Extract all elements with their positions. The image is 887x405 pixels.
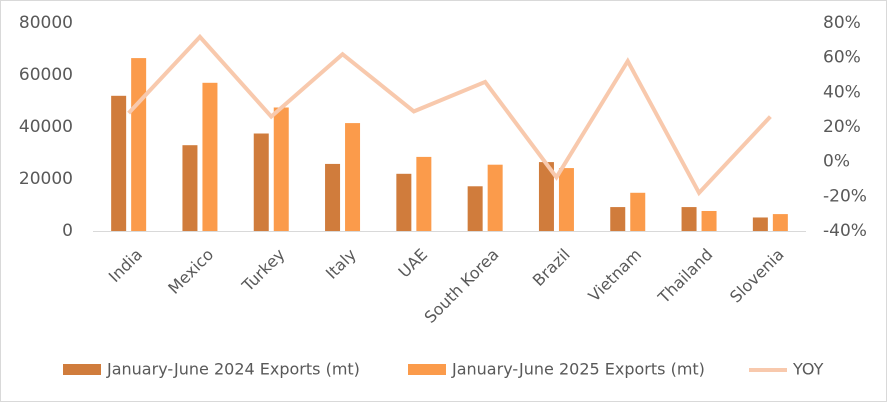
legend-item: YOY bbox=[749, 360, 824, 379]
bar-2024-vietnam bbox=[610, 207, 626, 231]
category-label: South Korea bbox=[420, 245, 502, 327]
bar-2024-italy bbox=[325, 163, 341, 231]
bar-2025-brazil bbox=[558, 168, 574, 231]
right-tick-label: -20% bbox=[823, 186, 867, 206]
category-label: UAE bbox=[395, 245, 432, 282]
right-axis-ticks: -40% -20% 0% 20% 40% 60% 80% bbox=[823, 13, 867, 241]
category-label: Mexico bbox=[164, 245, 217, 298]
bar-2025-slovenia bbox=[772, 214, 788, 231]
bar-2024-uae bbox=[396, 173, 412, 231]
legend: January-June 2024 Exports (mt) January-Ju… bbox=[63, 360, 824, 379]
bar-2024-india bbox=[111, 95, 127, 231]
category-label: Thailand bbox=[654, 245, 717, 308]
right-tick-label: 60% bbox=[823, 48, 861, 68]
category-label: Brazil bbox=[529, 245, 574, 290]
right-tick-label: 80% bbox=[823, 13, 861, 33]
category-label: Vietnam bbox=[584, 245, 645, 306]
bar-2024-brazil bbox=[538, 162, 554, 231]
legend-item: January-June 2024 Exports (mt) bbox=[63, 360, 360, 379]
legend-label: YOY bbox=[792, 360, 824, 379]
bar-2025-turkey bbox=[273, 107, 289, 231]
legend-swatch bbox=[63, 364, 101, 375]
right-tick-label: 0% bbox=[823, 152, 850, 172]
bar-2025-thailand bbox=[701, 210, 717, 231]
bar-2025-india bbox=[131, 58, 147, 231]
left-axis-ticks: 0 20000 40000 60000 80000 bbox=[19, 13, 73, 241]
right-tick-label: 40% bbox=[823, 82, 861, 102]
legend-item: January-June 2025 Exports (mt) bbox=[408, 360, 705, 379]
yoy-line bbox=[127, 33, 772, 197]
bar-marks bbox=[111, 58, 788, 231]
legend-swatch bbox=[408, 364, 446, 375]
bar-2025-south-korea bbox=[487, 164, 503, 231]
bar-2025-italy bbox=[345, 123, 361, 231]
left-tick-label: 80000 bbox=[19, 13, 73, 33]
legend-label: January-June 2024 Exports (mt) bbox=[106, 360, 360, 379]
bar-2025-mexico bbox=[202, 82, 218, 231]
left-tick-label: 60000 bbox=[19, 65, 73, 85]
right-tick-label: -40% bbox=[823, 221, 867, 241]
bar-2025-vietnam bbox=[630, 192, 646, 231]
bar-2025-uae bbox=[416, 156, 432, 231]
left-tick-label: 40000 bbox=[19, 117, 73, 137]
category-label: Slovenia bbox=[726, 245, 788, 307]
bar-2024-slovenia bbox=[752, 217, 768, 231]
yoy-line-series bbox=[127, 33, 772, 197]
category-label: Italy bbox=[322, 245, 360, 283]
bar-2024-turkey bbox=[253, 133, 269, 231]
left-tick-label: 0 bbox=[62, 221, 73, 241]
category-label: India bbox=[105, 245, 146, 286]
bar-2024-mexico bbox=[182, 145, 198, 231]
left-tick-label: 20000 bbox=[19, 169, 73, 189]
legend-label: January-June 2025 Exports (mt) bbox=[451, 360, 705, 379]
bar-2024-thailand bbox=[681, 207, 697, 231]
category-label: Turkey bbox=[238, 245, 289, 296]
right-tick-label: 20% bbox=[823, 117, 861, 137]
bar-2024-south-korea bbox=[467, 186, 483, 231]
